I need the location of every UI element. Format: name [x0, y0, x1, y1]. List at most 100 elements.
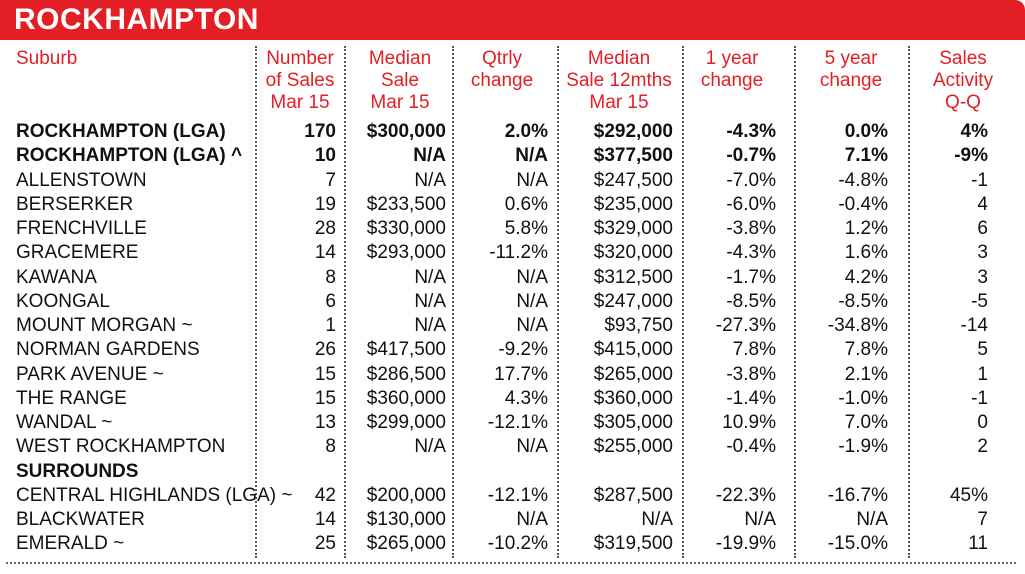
cell-qtrly-change: N/A: [516, 509, 548, 530]
cell-suburb: FRENCHVILLE: [16, 218, 147, 239]
column-divider: [682, 46, 684, 558]
cell-median-sale-12mths: $360,000: [593, 387, 673, 409]
cell-1-year-change: -7.0%: [726, 169, 776, 191]
header-line: 1 year: [705, 48, 759, 69]
cell-median-sale-12mths: $287,500: [593, 484, 673, 506]
cell-median-sale: $130,000: [366, 509, 446, 530]
cell-median-sale-12mths: $312,500: [593, 266, 673, 288]
cell-5-year-change: -0.4%: [838, 193, 888, 215]
cell-qtrly-change: N/A: [516, 436, 548, 458]
cell-sales-activity: -14: [960, 315, 988, 336]
table-row: EMERALD ~ 25 $265,000 -10.2% $319,500 -19.9% -…: [0, 532, 1025, 556]
table-row: PARK AVENUE ~ 15 $286,500 17.7% $265,000 -3.8…: [0, 363, 1025, 387]
cell-sales-activity: 6: [977, 218, 988, 239]
cell-suburb: KOONGAL: [16, 290, 110, 312]
header-qtrly-change: Qtrly change: [456, 48, 548, 92]
cell-median-sale-12mths: $265,000: [593, 363, 673, 385]
table-row: GRACEMERE 14 $293,000 -11.2% $320,000 -4.3% 1.…: [0, 241, 1025, 265]
title-banner: ROCKHAMPTON: [0, 0, 1025, 40]
cell-5-year-change: -16.7%: [827, 484, 888, 506]
cell-number-of-sales: 15: [314, 363, 336, 385]
cell-median-sale: N/A: [413, 145, 446, 167]
cell-1-year-change: -0.7%: [726, 145, 776, 167]
cell-1-year-change: -3.8%: [726, 218, 776, 239]
header-line: Sales: [939, 48, 987, 69]
table-row: BERSERKER 19 $233,500 0.6% $235,000 -6.0% -0.4…: [0, 193, 1025, 217]
cell-number-of-sales: 14: [314, 509, 336, 530]
table-row: NORMAN GARDENS 26 $417,500 -9.2% $415,000 7.8…: [0, 338, 1025, 362]
header-line: change: [700, 70, 764, 91]
cell-sales-activity: -1: [971, 387, 988, 409]
table-row: KOONGAL 6 N/A N/A $247,000 -8.5% -8.5% -5: [0, 290, 1025, 314]
cell-sales-activity: 0: [977, 412, 988, 433]
cell-median-sale: N/A: [414, 315, 446, 336]
cell-suburb: WEST ROCKHAMPTON: [16, 436, 226, 458]
cell-median-sale-12mths: $415,000: [593, 339, 673, 361]
header-line: Median: [368, 48, 432, 69]
cell-number-of-sales: 28: [314, 218, 336, 239]
cell-median-sale: $293,000: [366, 242, 446, 264]
header-line: Median: [587, 48, 651, 69]
cell-number-of-sales: 170: [304, 121, 336, 142]
cell-suburb: WANDAL ~: [16, 412, 113, 433]
table-row: ROCKHAMPTON (LGA) 170 $300,000 2.0% $292,000…: [0, 120, 1025, 144]
cell-5-year-change: 1.2%: [844, 218, 888, 239]
table-row: CENTRAL HIGHLANDS (LGA) ~ 42 $200,000 -12.1…: [0, 484, 1025, 508]
header-line: Sale 12mths: [566, 70, 672, 91]
cell-suburb: ROCKHAMPTON (LGA): [16, 121, 226, 142]
cell-qtrly-change: 5.8%: [504, 218, 548, 239]
table-row: FRENCHVILLE 28 $330,000 5.8% $329,000 -3.8% 1.…: [0, 217, 1025, 241]
cell-qtrly-change: N/A: [516, 315, 548, 336]
cell-number-of-sales: 6: [325, 290, 336, 312]
cell-1-year-change: -1.4%: [726, 387, 776, 409]
header-line: change: [470, 70, 534, 91]
header-sales-activity: Sales Activity Q-Q: [910, 48, 1016, 114]
cell-number-of-sales: 8: [325, 266, 336, 288]
cell-5-year-change: 1.6%: [844, 242, 888, 264]
header-line: Activity: [932, 70, 994, 91]
cell-qtrly-change: N/A: [516, 266, 548, 288]
cell-1-year-change: -6.0%: [726, 193, 776, 215]
column-divider: [255, 46, 257, 558]
page-title: ROCKHAMPTON: [14, 3, 259, 36]
cell-median-sale: N/A: [414, 266, 446, 288]
cell-5-year-change: -1.0%: [838, 387, 888, 409]
cell-number-of-sales: 8: [325, 436, 336, 458]
column-divider: [794, 46, 796, 558]
cell-1-year-change: -3.8%: [726, 363, 776, 385]
header-line: Mar 15: [589, 92, 649, 113]
cell-number-of-sales: 14: [314, 242, 336, 264]
table-row: MOUNT MORGAN ~ 1 N/A N/A $93,750 -27.3% -34.8%…: [0, 314, 1025, 338]
cell-5-year-change: 7.1%: [844, 145, 888, 167]
cell-1-year-change: N/A: [744, 509, 776, 530]
cell-median-sale: $417,500: [366, 339, 446, 361]
cell-sales-activity: 45%: [949, 484, 988, 506]
cell-1-year-change: -22.3%: [715, 484, 776, 506]
header-line: Sale: [380, 70, 420, 91]
header-median-sale-12mths: Median Sale 12mths Mar 15: [560, 48, 678, 114]
cell-suburb: BERSERKER: [16, 193, 134, 215]
cell-median-sale: $200,000: [366, 484, 446, 506]
cell-qtrly-change: 0.6%: [504, 193, 548, 215]
cell-suburb: BLACKWATER: [16, 509, 145, 530]
table-row: WANDAL ~ 13 $299,000 -12.1% $305,000 10.9% 7.0…: [0, 411, 1025, 435]
cell-median-sale: $330,000: [366, 218, 446, 239]
header-1-year-change: 1 year change: [686, 48, 778, 92]
cell-sales-activity: -5: [971, 290, 988, 312]
cell-median-sale: $300,000: [366, 121, 446, 142]
table-row: ROCKHAMPTON (LGA) ^ 10 N/A N/A $377,500 -0.7%…: [0, 144, 1025, 168]
cell-qtrly-change: N/A: [516, 290, 548, 312]
column-divider: [452, 46, 454, 558]
cell-median-sale-12mths: $329,000: [593, 218, 673, 239]
cell-5-year-change: -1.9%: [838, 436, 888, 458]
cell-1-year-change: [690, 460, 776, 484]
cell-sales-activity: 3: [977, 242, 988, 264]
column-divider: [908, 46, 910, 558]
cell-qtrly-change: 4.3%: [504, 387, 548, 409]
header-suburb: Suburb: [16, 48, 216, 70]
header-5-year-change: 5 year change: [797, 48, 905, 92]
cell-sales-activity: 4: [977, 193, 988, 215]
header-line: 5 year: [824, 48, 878, 69]
column-divider: [344, 46, 346, 558]
cell-median-sale: $233,500: [366, 193, 446, 215]
